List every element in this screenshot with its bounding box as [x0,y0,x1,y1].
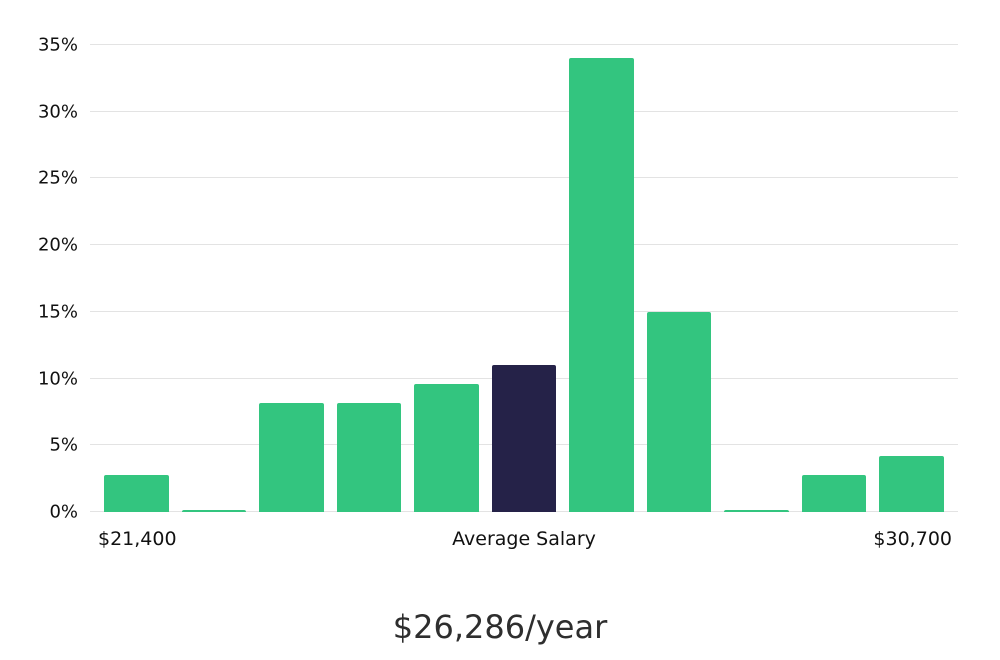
bar [879,455,945,512]
bar [336,402,402,512]
y-tick-label: 5% [49,434,78,456]
bar [646,311,712,512]
bar [724,510,789,512]
y-tick-label: 15% [37,301,78,323]
x-label-max-salary: $30,700 [873,528,952,550]
gridline [90,310,958,312]
y-tick-label: 10% [37,368,78,390]
y-axis: 0% 5% 10% 15% 20% 25% 30% 35% [0,35,84,523]
bars [90,45,958,512]
gridline [90,244,958,246]
x-label-min-salary: $21,400 [98,528,177,550]
y-tick-label: 30% [37,101,78,123]
y-tick-label: 35% [37,34,78,56]
gridline [90,44,958,45]
x-axis-labels: $21,400 Average Salary $30,700 [90,528,958,554]
bar-highlighted-average [491,365,557,512]
bar [801,474,867,512]
x-label-average-salary: Average Salary [452,528,596,550]
average-salary-value: $26,286/year [392,608,608,646]
bar [569,58,634,512]
gridline [90,177,958,179]
bar [414,383,479,512]
y-tick-label: 25% [37,167,78,189]
bar [104,474,169,512]
plot-area [90,44,958,512]
bar [181,510,247,512]
y-tick-label: 20% [37,234,78,256]
bar [259,402,324,512]
gridline [90,110,958,112]
y-tick-label: 0% [49,501,78,523]
